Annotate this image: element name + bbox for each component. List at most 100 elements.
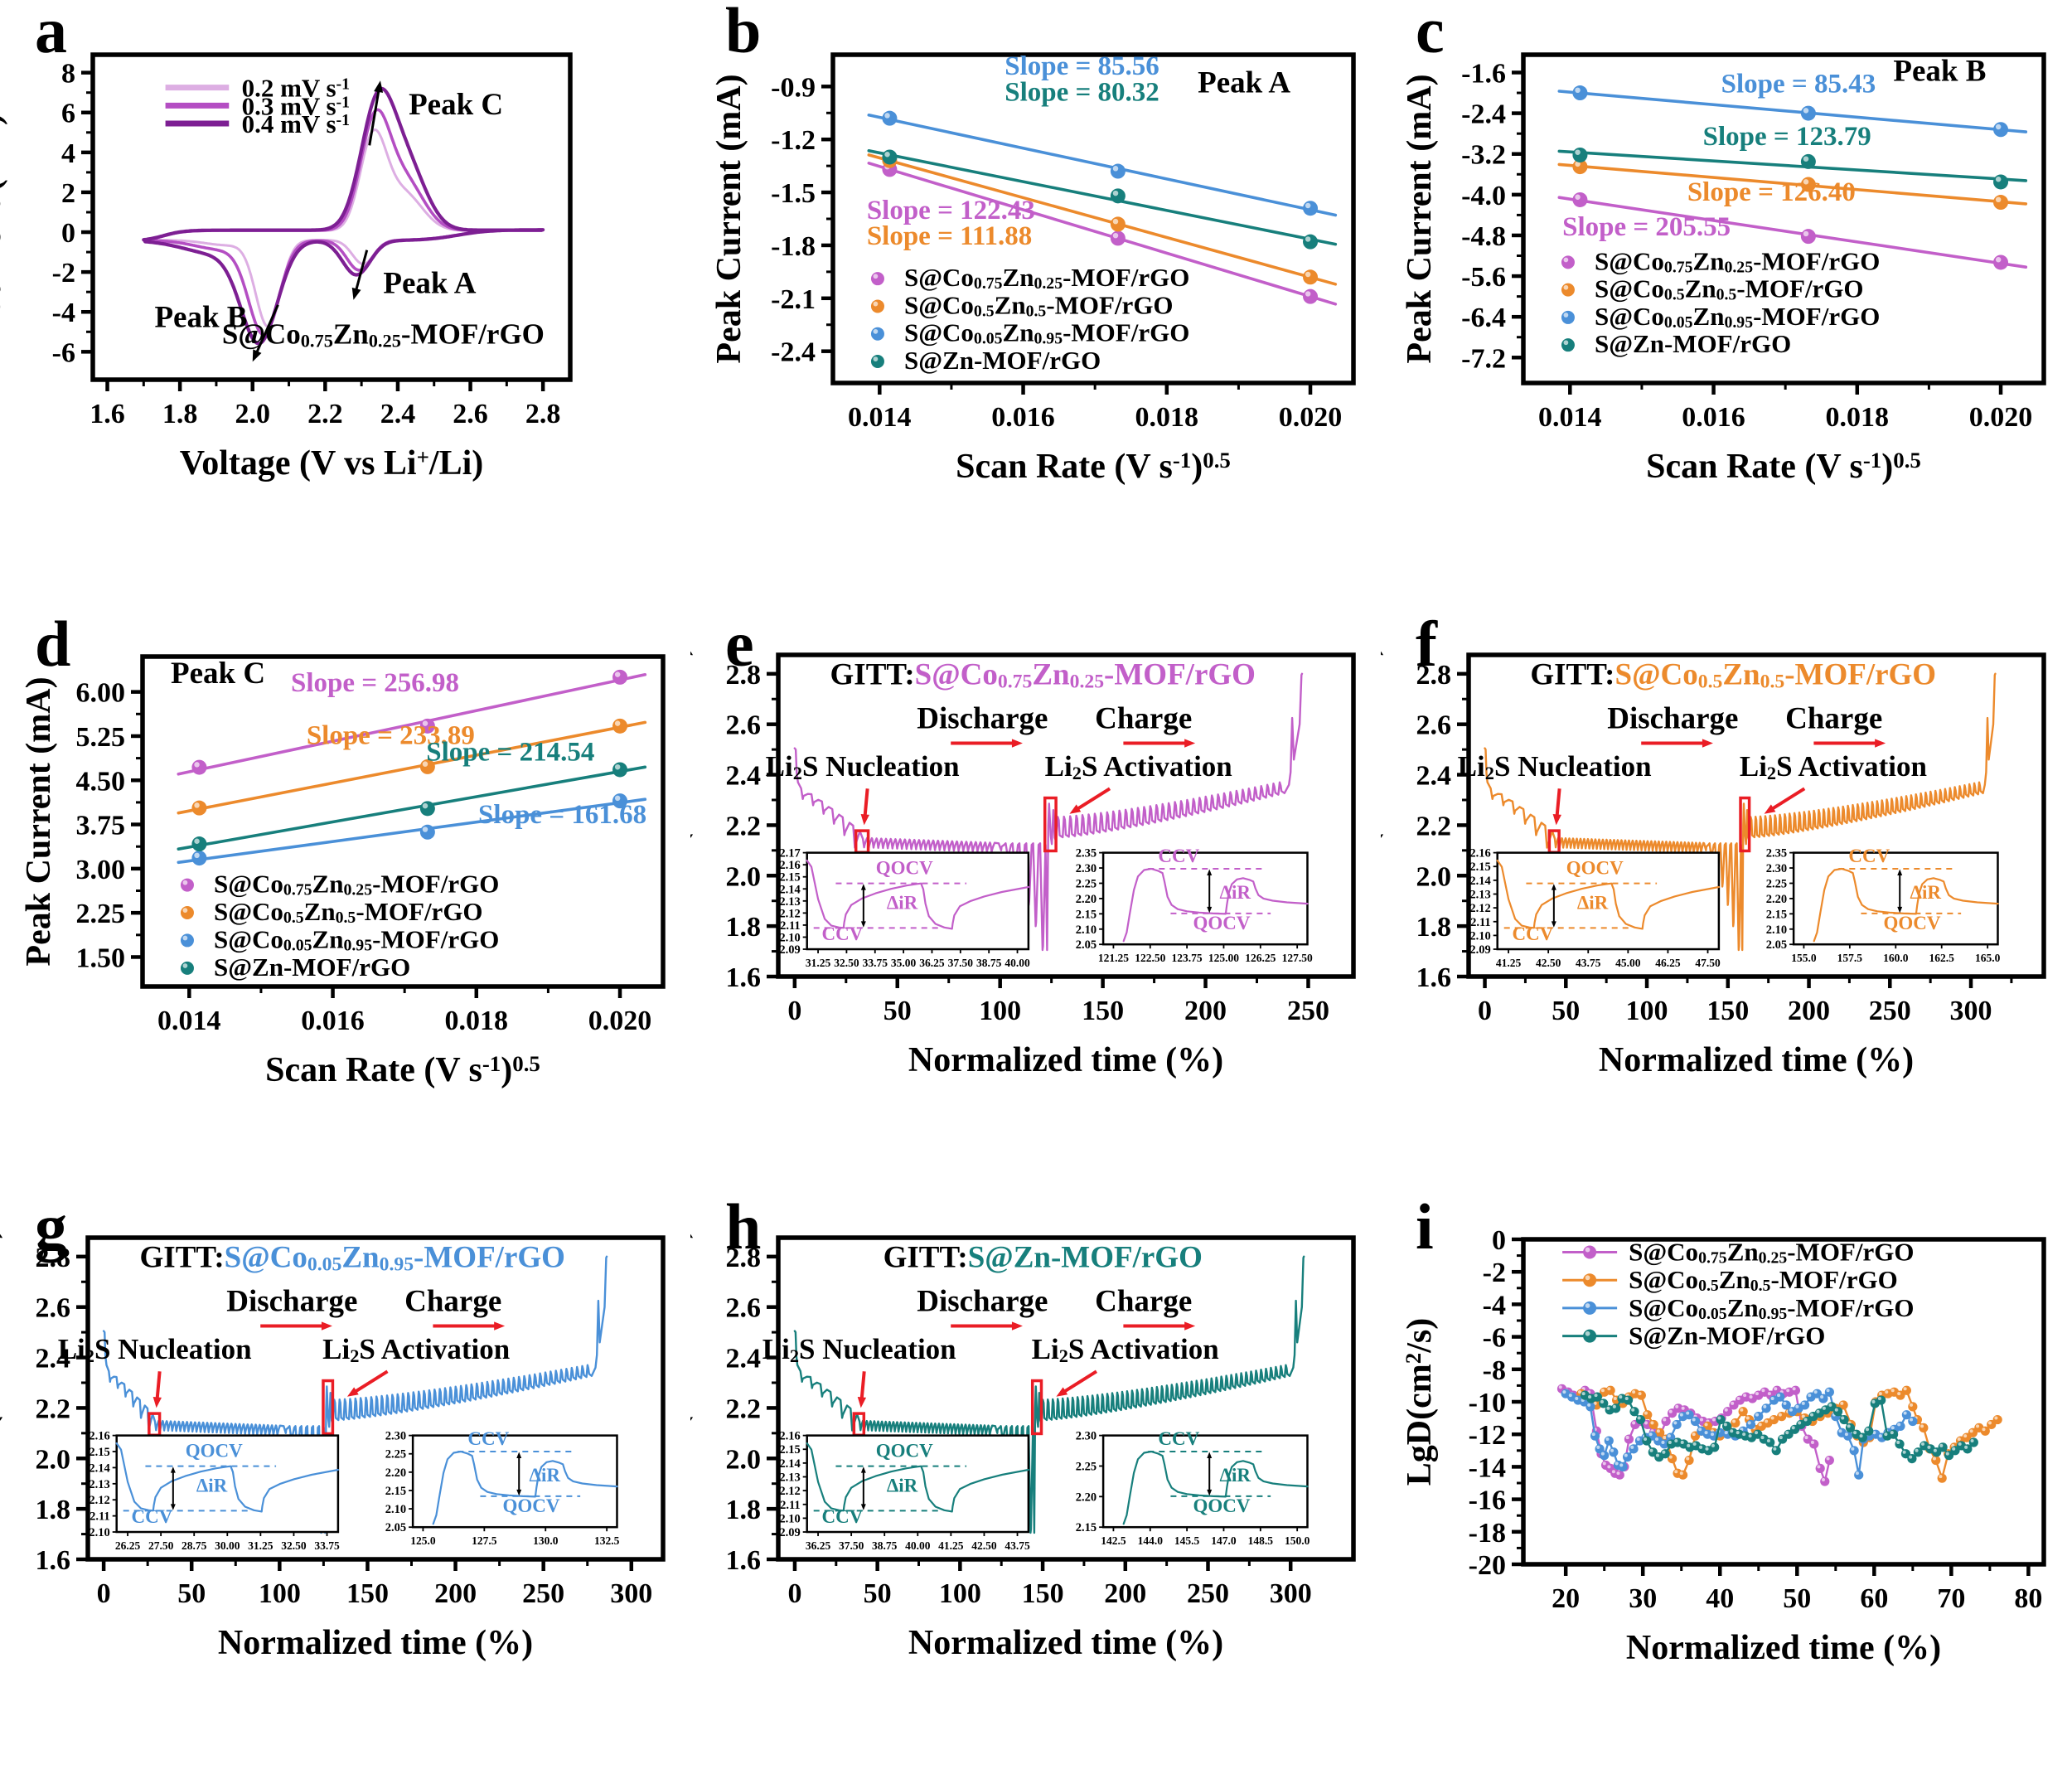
svg-text:CCV: CCV — [822, 923, 864, 944]
svg-text:155.0: 155.0 — [1791, 952, 1817, 964]
svg-text:Charge: Charge — [1095, 701, 1192, 735]
svg-text:6: 6 — [61, 99, 75, 129]
svg-text:0: 0 — [1478, 996, 1492, 1026]
svg-text:2.25: 2.25 — [76, 899, 126, 929]
svg-text:2.4: 2.4 — [36, 1344, 71, 1374]
svg-text:2.15: 2.15 — [385, 1485, 406, 1498]
svg-text:Potential (V vs. Li+/Li): Potential (V vs. Li+/Li) — [1381, 645, 1384, 987]
svg-text:200: 200 — [1184, 996, 1227, 1026]
svg-text:2.30: 2.30 — [1076, 1430, 1097, 1443]
svg-text:33.75: 33.75 — [863, 957, 888, 969]
svg-text:1.8: 1.8 — [1416, 912, 1452, 943]
svg-text:Discharge: Discharge — [917, 1284, 1048, 1318]
svg-text:Discharge: Discharge — [226, 1284, 357, 1318]
svg-text:2.16: 2.16 — [89, 1430, 109, 1443]
svg-text:40.00: 40.00 — [1005, 957, 1030, 969]
svg-text:LgD(cm2/s): LgD(cm2/s) — [1401, 1318, 1439, 1486]
svg-text:-4: -4 — [1483, 1290, 1506, 1321]
svg-text:S@Co0.75Zn0.25-MOF/rGO: S@Co0.75Zn0.25-MOF/rGO — [1629, 1237, 1914, 1267]
svg-text:Slope = 233.89: Slope = 233.89 — [307, 720, 475, 750]
svg-text:2.20: 2.20 — [1766, 893, 1787, 906]
svg-text:33.75: 33.75 — [314, 1539, 340, 1552]
svg-text:S@Co0.05Zn0.95-MOF/rGO: S@Co0.05Zn0.95-MOF/rGO — [1629, 1293, 1914, 1323]
svg-text:147.0: 147.0 — [1211, 1534, 1237, 1547]
svg-text:S@Co0.75Zn0.25-MOF/rGO: S@Co0.75Zn0.25-MOF/rGO — [1595, 246, 1880, 276]
svg-text:2.8: 2.8 — [525, 399, 561, 429]
svg-text:165.0: 165.0 — [1975, 952, 2001, 964]
panel-d: d 0.014 0.016 0.018 0.020 6.00 5.25 4.50 3.75 3.0… — [0, 608, 690, 1196]
svg-text:1.6: 1.6 — [36, 1545, 71, 1576]
svg-text:QOCV: QOCV — [186, 1440, 243, 1461]
svg-text:Peak B: Peak B — [1893, 55, 1986, 89]
svg-text:38.75: 38.75 — [872, 1539, 898, 1552]
svg-text:2.11: 2.11 — [780, 919, 801, 933]
svg-text:0: 0 — [1492, 1225, 1506, 1256]
svg-text:Potential (V vs. Li+/Li): Potential (V vs. Li+/Li) — [0, 1228, 3, 1570]
panel-letter-i: i — [1416, 1190, 1434, 1263]
svg-text:26.25: 26.25 — [115, 1539, 141, 1552]
svg-text:-7.2: -7.2 — [1461, 343, 1506, 374]
svg-text:50: 50 — [1783, 1583, 1811, 1614]
svg-text:2.13: 2.13 — [89, 1478, 109, 1491]
svg-text:ΔiR: ΔiR — [196, 1476, 228, 1496]
svg-text:Charge: Charge — [1785, 701, 1882, 735]
svg-text:144.0: 144.0 — [1138, 1534, 1164, 1547]
svg-text:132.5: 132.5 — [594, 1534, 620, 1547]
svg-text:Slope = 85.56: Slope = 85.56 — [1005, 51, 1159, 81]
svg-text:Peak Current (mA): Peak Current (mA) — [710, 74, 748, 363]
svg-text:Slope = 214.54: Slope = 214.54 — [426, 737, 594, 767]
svg-text:2.6: 2.6 — [726, 1293, 762, 1324]
svg-text:100: 100 — [1626, 996, 1668, 1026]
svg-text:2.13: 2.13 — [779, 1471, 800, 1485]
svg-text:2.15: 2.15 — [779, 871, 800, 885]
svg-text:ΔiR: ΔiR — [1220, 882, 1251, 903]
svg-text:Slope = 80.32: Slope = 80.32 — [1005, 77, 1159, 107]
panel-letter-a: a — [35, 0, 67, 66]
svg-text:Slope = 205.55: Slope = 205.55 — [1562, 212, 1731, 242]
svg-text:2.2: 2.2 — [1416, 811, 1452, 841]
panel-letter-g: g — [35, 1190, 67, 1263]
svg-text:Discharge: Discharge — [917, 701, 1048, 735]
svg-text:27.50: 27.50 — [148, 1539, 174, 1552]
svg-text:2.15: 2.15 — [89, 1446, 109, 1459]
panel-b-chart: 0.014 0.016 0.018 0.020 -0.9 -1.2 -1.5 -1.8 -2.1… — [710, 51, 1356, 486]
svg-text:0.3 mV s-1: 0.3 mV s-1 — [242, 91, 350, 120]
svg-text:S@Zn-MOF/rGO: S@Zn-MOF/rGO — [214, 953, 410, 982]
svg-text:2.11: 2.11 — [780, 1499, 801, 1512]
svg-text:2.05: 2.05 — [1076, 938, 1097, 952]
svg-text:2.11: 2.11 — [1470, 916, 1491, 929]
svg-text:2.15: 2.15 — [1469, 860, 1490, 874]
svg-text:157.5: 157.5 — [1837, 952, 1863, 964]
svg-text:4.50: 4.50 — [76, 766, 126, 797]
svg-text:2.12: 2.12 — [779, 907, 800, 920]
svg-text:-18: -18 — [1469, 1518, 1506, 1549]
svg-text:2.20: 2.20 — [385, 1466, 406, 1480]
svg-text:46.25: 46.25 — [1655, 957, 1681, 969]
svg-text:2.6: 2.6 — [726, 710, 762, 741]
svg-text:2.09: 2.09 — [1469, 943, 1490, 957]
svg-text:ΔiR: ΔiR — [1577, 893, 1609, 914]
svg-text:2.0: 2.0 — [726, 861, 762, 892]
svg-text:QOCV: QOCV — [876, 857, 933, 878]
svg-text:GITT:S@Co0.5Zn0.5-MOF/rGO: GITT:S@Co0.5Zn0.5-MOF/rGO — [1530, 658, 1936, 693]
svg-text:145.5: 145.5 — [1174, 1534, 1200, 1547]
svg-text:2.8: 2.8 — [726, 1243, 762, 1273]
svg-text:45.00: 45.00 — [1615, 957, 1641, 969]
svg-text:2.16: 2.16 — [779, 859, 800, 872]
svg-text:250: 250 — [522, 1578, 564, 1609]
svg-text:200: 200 — [434, 1578, 477, 1609]
svg-text:31.25: 31.25 — [248, 1539, 274, 1552]
svg-text:125.0: 125.0 — [410, 1534, 436, 1547]
svg-text:2.20: 2.20 — [1076, 1491, 1097, 1504]
svg-text:1.50: 1.50 — [76, 943, 126, 973]
svg-text:1.6: 1.6 — [726, 962, 762, 993]
svg-text:70: 70 — [1937, 1583, 1965, 1614]
svg-text:-1.2: -1.2 — [771, 125, 816, 156]
svg-text:2.0: 2.0 — [36, 1444, 71, 1475]
svg-text:2.10: 2.10 — [779, 1512, 800, 1525]
svg-text:2.10: 2.10 — [1766, 923, 1787, 937]
svg-text:2.4: 2.4 — [380, 399, 416, 429]
svg-text:-4.8: -4.8 — [1461, 221, 1506, 252]
svg-text:S@Co0.05Zn0.95-MOF/rGO: S@Co0.05Zn0.95-MOF/rGO — [904, 318, 1189, 348]
svg-text:S@Co0.5Zn0.5-MOF/rGO: S@Co0.5Zn0.5-MOF/rGO — [1595, 274, 1864, 304]
